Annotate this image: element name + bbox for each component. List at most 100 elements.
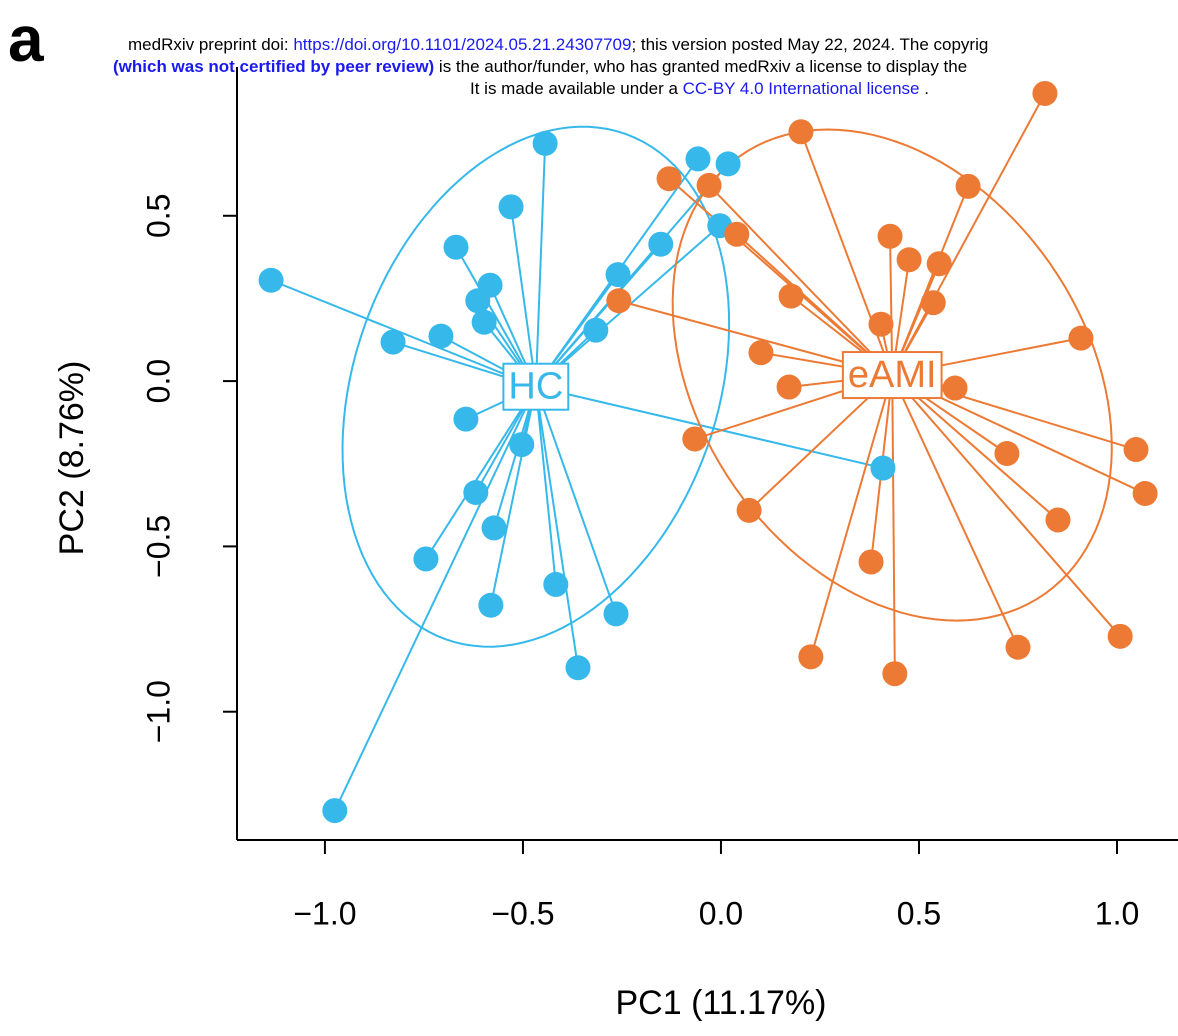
y-tick-label: 0.5 bbox=[140, 194, 176, 238]
point bbox=[656, 166, 682, 192]
point bbox=[776, 374, 802, 400]
point bbox=[877, 223, 903, 249]
point bbox=[955, 173, 981, 199]
point bbox=[896, 247, 922, 273]
point bbox=[1123, 437, 1149, 463]
y-tick-label: −1.0 bbox=[140, 680, 176, 743]
x-tick-label: 1.0 bbox=[1095, 895, 1139, 931]
header-text: . bbox=[920, 79, 929, 98]
point bbox=[858, 549, 884, 575]
y-axis-label: PC2 (8.76%) bbox=[53, 361, 91, 556]
ellipse bbox=[341, 125, 731, 648]
spider-line bbox=[891, 374, 1059, 521]
point bbox=[428, 323, 454, 349]
x-tick-label: 0.0 bbox=[699, 895, 743, 931]
spider-line bbox=[891, 374, 1121, 637]
spider-line bbox=[809, 374, 894, 658]
point bbox=[509, 432, 535, 458]
header-line: It is made available under a CC-BY 4.0 I… bbox=[470, 79, 929, 98]
header-text: medRxiv preprint doi: bbox=[128, 35, 293, 54]
point bbox=[443, 234, 469, 260]
point bbox=[926, 251, 952, 277]
point bbox=[605, 262, 631, 288]
point bbox=[1045, 507, 1071, 533]
point bbox=[920, 290, 946, 316]
spider-line bbox=[708, 184, 893, 376]
header-link[interactable]: https://doi.org/10.1101/2024.05.21.24307… bbox=[293, 35, 631, 54]
header-text: is the author/funder, who has granted me… bbox=[434, 57, 967, 76]
spider-line bbox=[534, 386, 579, 668]
point bbox=[532, 130, 558, 156]
point bbox=[606, 288, 632, 314]
point bbox=[583, 317, 609, 343]
point bbox=[463, 480, 489, 506]
point bbox=[1132, 481, 1158, 507]
header-link[interactable]: CC-BY 4.0 International license bbox=[683, 79, 920, 98]
x-tick-label: 0.5 bbox=[897, 895, 941, 931]
point bbox=[696, 172, 722, 198]
header-text: ; this version posted May 22, 2024. The … bbox=[631, 35, 988, 54]
x-tick-label: −1.0 bbox=[293, 895, 356, 931]
header-text: It is made available under a bbox=[470, 79, 683, 98]
group-label: HC bbox=[508, 366, 563, 408]
point bbox=[413, 546, 439, 572]
spider-line bbox=[535, 385, 884, 470]
point bbox=[724, 221, 750, 247]
point bbox=[498, 194, 524, 220]
y-tick-label: 0.0 bbox=[140, 359, 176, 403]
plot-area: −1.0 −0.5 0.0 0.5 1.0 −1.0 −0.5 0.0 0.5 HC eAMI bbox=[140, 67, 1178, 931]
point bbox=[380, 329, 406, 355]
point bbox=[258, 267, 284, 293]
point bbox=[870, 455, 896, 481]
point bbox=[1005, 634, 1031, 660]
point bbox=[471, 309, 497, 335]
group-label: eAMI bbox=[848, 354, 937, 396]
point bbox=[682, 426, 708, 452]
point bbox=[798, 644, 824, 670]
header-line: medRxiv preprint doi: https://doi.org/10… bbox=[128, 35, 988, 54]
point bbox=[736, 497, 762, 523]
point bbox=[715, 151, 741, 177]
group-label-box bbox=[841, 351, 943, 400]
point bbox=[685, 146, 711, 172]
point bbox=[1068, 325, 1094, 351]
point bbox=[543, 571, 569, 597]
x-axis-label: PC1 (11.17%) bbox=[615, 984, 826, 1022]
point bbox=[477, 272, 503, 298]
point bbox=[565, 655, 591, 681]
spider-line bbox=[333, 386, 537, 812]
point bbox=[778, 283, 804, 309]
spider-line bbox=[534, 386, 617, 615]
spider-line bbox=[425, 386, 537, 560]
spider-line bbox=[489, 386, 537, 606]
point bbox=[478, 592, 504, 618]
point bbox=[748, 340, 774, 366]
point bbox=[942, 375, 968, 401]
spider-line bbox=[891, 92, 1046, 376]
point bbox=[994, 441, 1020, 466]
group-label-box bbox=[502, 362, 570, 411]
point bbox=[481, 515, 507, 541]
y-tick-label: −0.5 bbox=[140, 515, 176, 578]
header-line: (which was not certified by peer review)… bbox=[113, 57, 967, 76]
point bbox=[603, 601, 629, 627]
x-tick-label: −0.5 bbox=[491, 895, 554, 931]
point bbox=[453, 406, 479, 432]
point bbox=[1107, 623, 1133, 649]
point bbox=[322, 798, 348, 824]
header-text: (which was not certified by peer review) bbox=[113, 57, 434, 76]
spider-line bbox=[534, 386, 557, 585]
ellipse bbox=[671, 128, 1113, 622]
spider-line bbox=[534, 143, 547, 387]
panel-label: a bbox=[8, 3, 44, 75]
spider-line bbox=[270, 279, 537, 388]
point bbox=[788, 119, 814, 145]
spider-line bbox=[891, 374, 1019, 648]
point bbox=[648, 231, 674, 257]
point bbox=[1032, 80, 1058, 106]
point bbox=[882, 661, 908, 687]
spider-line bbox=[891, 375, 896, 674]
spider-line bbox=[510, 206, 537, 387]
point bbox=[868, 311, 894, 337]
